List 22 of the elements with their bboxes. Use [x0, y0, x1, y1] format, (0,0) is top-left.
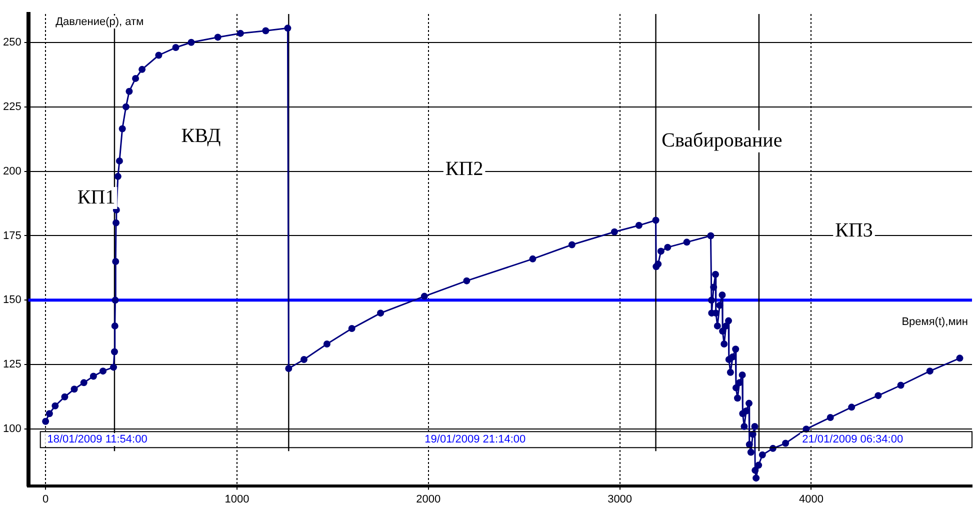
annotation: КВД — [181, 124, 222, 147]
annotation: КП1 — [77, 186, 116, 208]
annotation: 21/01/2009 06:34:00 — [802, 434, 904, 446]
annotation: КП2 — [445, 158, 484, 180]
annotation: 18/01/2009 11:54:00 — [47, 434, 148, 446]
y-tick-label: 150 — [2, 294, 22, 306]
y-axis-title: Давление(p), атм — [56, 16, 144, 28]
y-tick-label: 175 — [2, 230, 22, 242]
annotation: 19/01/2009 21:14:00 — [424, 434, 526, 446]
x-tick-label: 3000 — [608, 493, 632, 506]
y-tick-label: 250 — [2, 36, 22, 48]
x-tick-label: 1000 — [224, 493, 250, 506]
y-tick-label: 200 — [2, 165, 22, 178]
annotation: КП3 — [835, 219, 873, 242]
x-tick-label: 0 — [42, 493, 49, 506]
y-tick-label: 100 — [2, 423, 22, 436]
y-tick-label: 125 — [2, 358, 22, 371]
x-tick-label: 4000 — [798, 493, 824, 506]
x-tick-label: 2000 — [416, 493, 441, 506]
annotation: Свабирование — [662, 130, 782, 152]
y-tick-label: 225 — [2, 100, 22, 113]
x-axis-title: Время(t),мин — [902, 316, 968, 328]
